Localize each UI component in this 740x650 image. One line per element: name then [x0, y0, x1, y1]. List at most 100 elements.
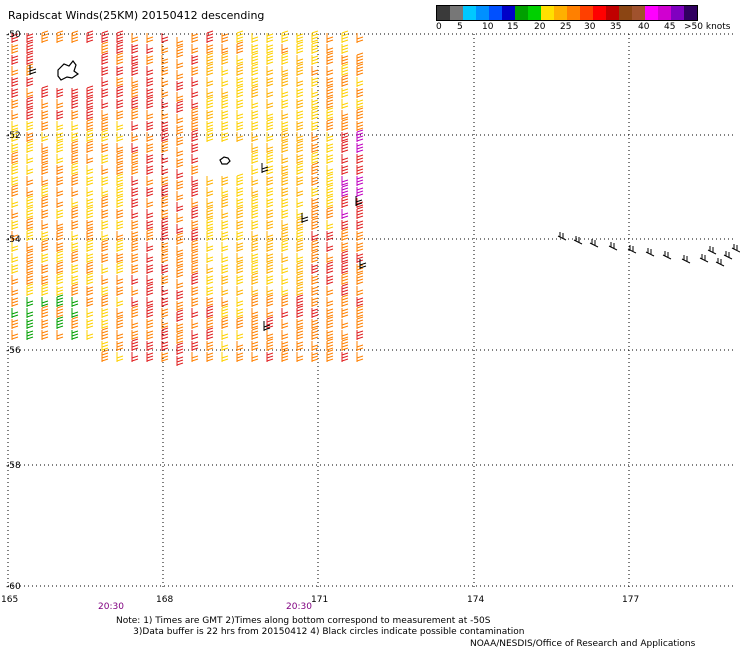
wind-barb [86, 165, 94, 175]
wind-barb [206, 44, 214, 54]
wind-barb [191, 220, 199, 230]
wind-barb [161, 286, 169, 296]
wind-barb [281, 286, 289, 296]
wind-barb [161, 217, 169, 230]
wind-barb [296, 176, 304, 186]
wind-barb [176, 169, 184, 179]
wind-barb [341, 330, 349, 340]
wind-barb [356, 253, 364, 263]
wind-barb [326, 44, 334, 54]
wind-barb [86, 154, 94, 164]
wind-barb [311, 132, 319, 142]
wind-barb [146, 283, 154, 296]
wind-barb [311, 231, 319, 241]
wind-barb [116, 209, 124, 219]
wind-barb [161, 352, 169, 362]
wind-barb [281, 88, 289, 98]
wind-barb [191, 272, 199, 285]
wind-barb [26, 132, 34, 142]
wind-barb [326, 206, 334, 219]
colorbar-segment [463, 6, 476, 20]
wind-barb [146, 96, 154, 109]
wind-barb [191, 330, 199, 340]
wind-barb [131, 77, 139, 87]
wind-barb [251, 231, 259, 241]
wind-barb [266, 209, 274, 219]
wind-barb [116, 275, 124, 285]
wind-barb [236, 110, 244, 120]
wind-barb [116, 231, 124, 241]
wind-barb [681, 255, 691, 264]
wind-barb [236, 198, 244, 208]
wind-barb [251, 294, 259, 307]
wind-barb [341, 30, 349, 43]
wind-barb [26, 52, 34, 65]
wind-barb [11, 253, 19, 263]
wind-barb [251, 165, 259, 175]
wind-barb [326, 143, 334, 153]
wind-barb [116, 297, 124, 307]
wind-barb [161, 308, 169, 318]
colorbar-label: 30 [584, 22, 596, 32]
wind-barb [236, 341, 244, 351]
wind-barb [206, 275, 214, 285]
wind-barb [116, 286, 124, 296]
wind-barb [101, 99, 109, 109]
wind-barb [206, 129, 214, 142]
wind-barb [146, 121, 154, 131]
wind-barb [296, 33, 304, 43]
wind-barb [266, 151, 274, 164]
wind-barb [326, 297, 334, 307]
wind-barb [311, 30, 319, 43]
wind-barb [161, 88, 169, 98]
wind-barb [176, 45, 184, 58]
wind-barb [206, 96, 214, 109]
wind-barb [191, 297, 199, 307]
longitude-label: 168 [156, 595, 173, 605]
wind-barb [281, 294, 289, 307]
wind-barb [326, 338, 334, 351]
wind-barb [161, 165, 169, 175]
wind-barb [326, 275, 334, 285]
wind-barb [26, 154, 34, 164]
wind-barb [355, 196, 363, 206]
wind-barb [71, 88, 79, 98]
wind-barb [161, 55, 169, 65]
colorbar-label: 45 [664, 22, 676, 32]
wind-barb [131, 55, 139, 65]
wind-barb [176, 213, 184, 223]
wind-barb [176, 125, 184, 135]
wind-barb [356, 206, 364, 219]
wind-barb [41, 162, 49, 175]
wind-barb [101, 349, 109, 362]
wind-barb [56, 88, 64, 98]
wind-barb [146, 228, 154, 241]
wind-barb [86, 140, 94, 153]
wind-barb [176, 279, 184, 289]
wind-barb [71, 30, 79, 43]
wind-barb [86, 107, 94, 120]
wind-barb [11, 297, 19, 307]
wind-barb [146, 242, 154, 252]
wind-barb [266, 110, 274, 120]
wind-barb [266, 220, 274, 230]
wind-barb [191, 341, 199, 351]
wind-barb [29, 65, 37, 75]
wind-barb [251, 206, 259, 219]
wind-barb [146, 33, 154, 43]
wind-barb [56, 286, 64, 296]
wind-barb [176, 246, 184, 256]
wind-barb [326, 66, 334, 76]
wind-barb [608, 242, 618, 251]
wind-barb [101, 176, 109, 186]
wind-barb [341, 294, 349, 307]
wind-barb [71, 96, 79, 109]
wind-barb [101, 30, 109, 43]
colorbar-segment [567, 6, 580, 20]
wind-barb [161, 121, 169, 131]
wind-barb [281, 187, 289, 197]
wind-barb [41, 110, 49, 120]
wind-barb [191, 308, 199, 318]
wind-barb [251, 327, 259, 340]
wind-barb [116, 30, 124, 43]
